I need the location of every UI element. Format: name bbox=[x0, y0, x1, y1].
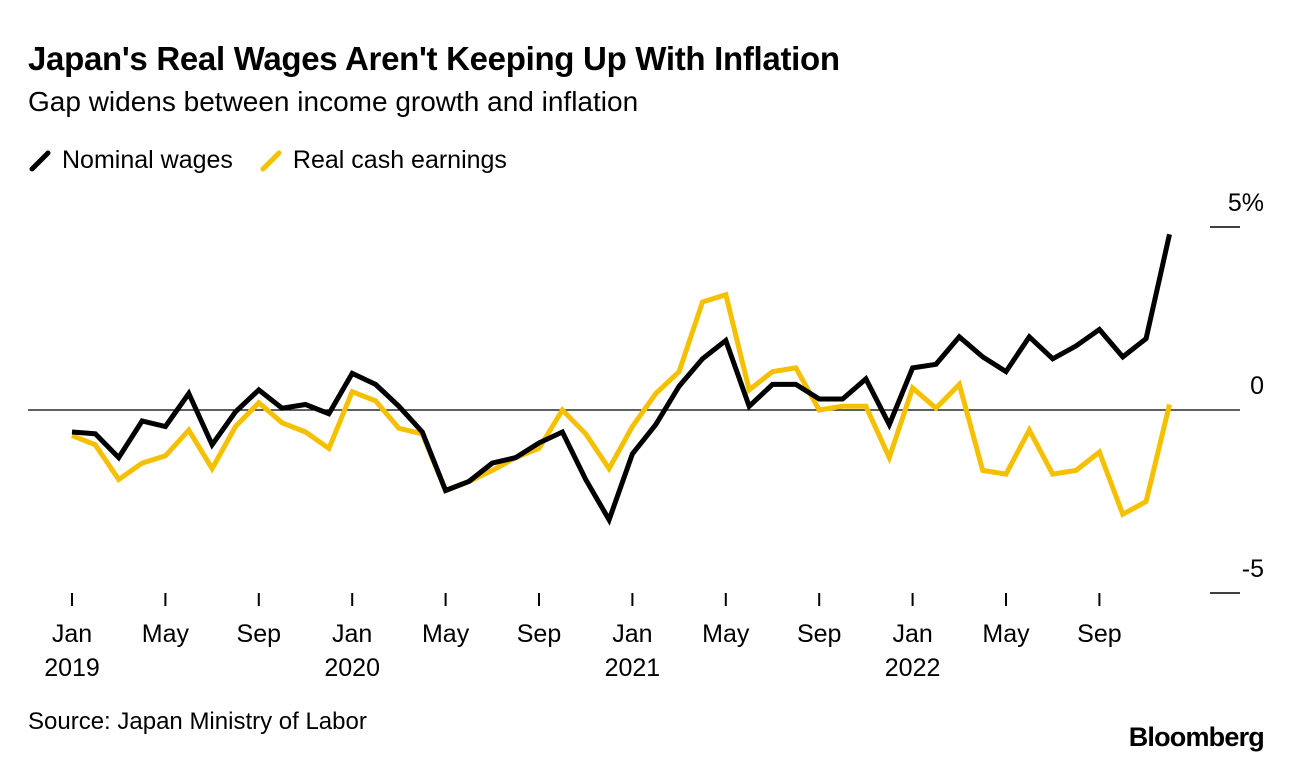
x-tick-label: Jan bbox=[332, 620, 372, 648]
chart-subtitle: Gap widens between income growth and inf… bbox=[28, 86, 639, 117]
legend-swatch-real bbox=[260, 150, 282, 171]
legend-item-real: Real cash earnings bbox=[259, 146, 507, 175]
x-tick-label: Sep bbox=[517, 620, 561, 648]
series-line-real-cash-earnings bbox=[71, 291, 1172, 518]
x-tick-year-label: 2022 bbox=[885, 654, 941, 682]
x-tick-label: May bbox=[422, 620, 470, 648]
chart-legend: Nominal wages Real cash earnings bbox=[28, 146, 533, 175]
x-tick-label: Jan bbox=[52, 620, 92, 648]
x-tick-year-label: 2019 bbox=[44, 654, 100, 682]
x-tick-label: May bbox=[982, 620, 1030, 648]
x-tick-label: May bbox=[142, 620, 190, 648]
x-tick-year-label: 2020 bbox=[324, 654, 380, 682]
bloomberg-logo: Bloomberg bbox=[1128, 722, 1265, 752]
x-tick-label: Jan bbox=[612, 620, 652, 648]
legend-swatch-nominal bbox=[29, 150, 51, 171]
legend-label-nominal: Nominal wages bbox=[62, 146, 233, 174]
y-tick-label: 5% bbox=[1228, 189, 1264, 217]
y-tick-label: 0 bbox=[1250, 372, 1264, 400]
chart-title: Japan's Real Wages Aren't Keeping Up Wit… bbox=[28, 40, 840, 77]
y-tick-label: -5 bbox=[1242, 555, 1264, 583]
series-line-nominal-wages bbox=[71, 233, 1172, 526]
x-tick-label: May bbox=[702, 620, 750, 648]
x-tick-label: Sep bbox=[1077, 620, 1121, 648]
source-note: Source: Japan Ministry of Labor bbox=[28, 708, 367, 735]
legend-item-nominal: Nominal wages bbox=[28, 146, 233, 175]
legend-label-real: Real cash earnings bbox=[292, 146, 507, 174]
x-tick-label: Sep bbox=[797, 620, 841, 648]
x-tick-year-label: 2021 bbox=[605, 654, 661, 682]
x-tick-label: Sep bbox=[237, 620, 281, 648]
x-tick-label: Jan bbox=[892, 620, 932, 648]
